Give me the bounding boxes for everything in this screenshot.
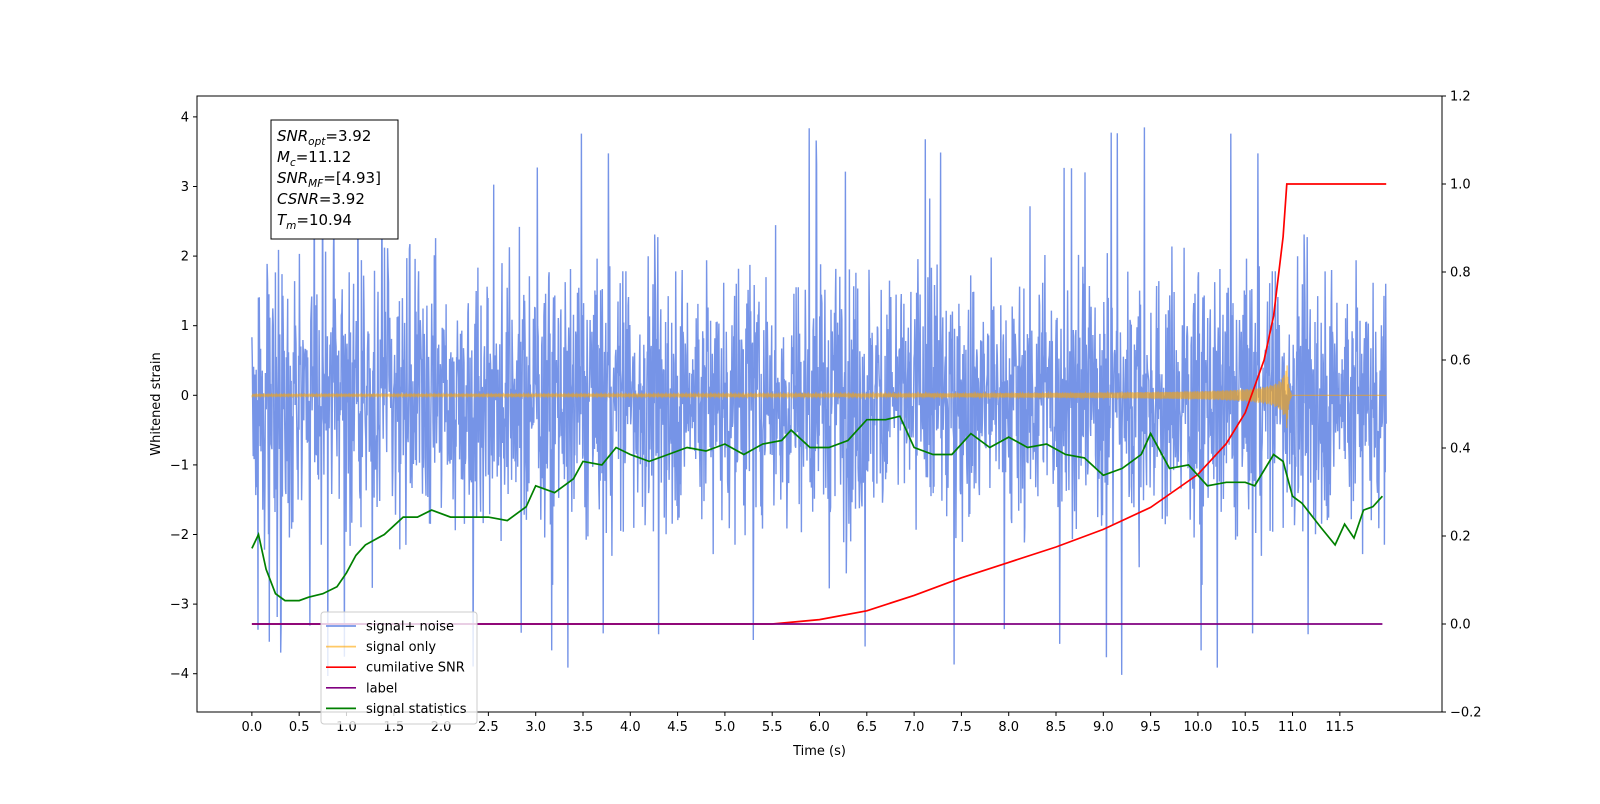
annotation-line: SNRMF=[4.93] xyxy=(277,169,381,190)
y-tick-label: 1 xyxy=(181,319,189,334)
x-tick-label: 7.5 xyxy=(951,720,972,735)
y-tick-label: −2 xyxy=(170,528,189,543)
x-axis: 0.0 0.5 1.0 1.5 2.0 2.5 3.0 3.5 4.0 4.5 5.0 5.5 6.0 6… xyxy=(242,712,1354,735)
x-tick-label: 7.0 xyxy=(904,720,925,735)
x-tick-label: 10.0 xyxy=(1183,720,1212,735)
legend-label: label xyxy=(366,681,397,696)
legend-label: cumilative SNR xyxy=(366,661,465,676)
y-tick-label: 3 xyxy=(181,180,189,195)
annotation-line: Mc=11.12 xyxy=(277,148,351,169)
y2-tick-label: 0.2 xyxy=(1450,530,1471,545)
legend-label: signal only xyxy=(366,640,436,655)
annotation-box: SNRopt=3.92Mc=11.12SNRMF=[4.93]CSNR=3.92… xyxy=(270,119,399,240)
y-tick-label: −1 xyxy=(170,458,189,473)
y-tick-label: −4 xyxy=(170,667,189,682)
annotation-line: CSNR=3.92 xyxy=(277,190,365,208)
series-signal-noise xyxy=(251,127,1387,677)
x-tick-label: 3.5 xyxy=(573,720,594,735)
y2-tick-label: 0.0 xyxy=(1450,618,1471,633)
x-tick-label: 8.0 xyxy=(998,720,1019,735)
series-signal-only xyxy=(251,365,1387,429)
y2-tick-label: 0.4 xyxy=(1450,442,1471,457)
y2-tick-label: −0.2 xyxy=(1450,706,1482,721)
x-tick-label: 0.0 xyxy=(242,720,263,735)
x-tick-label: 4.5 xyxy=(667,720,688,735)
legend-label: signal+ noise xyxy=(366,620,454,635)
series-signal-statistics xyxy=(251,415,1384,602)
x-tick-label: 2.5 xyxy=(478,720,499,735)
x-tick-label: 11.5 xyxy=(1325,720,1354,735)
y2-tick-label: 1.0 xyxy=(1450,178,1471,193)
x-tick-label: 8.5 xyxy=(1046,720,1067,735)
x-tick-label: 0.5 xyxy=(289,720,310,735)
y-axis-label: Whitened strain xyxy=(149,352,164,455)
x-tick-label: 5.5 xyxy=(762,720,783,735)
y-tick-label: −3 xyxy=(170,598,189,613)
x-tick-label: 5.0 xyxy=(715,720,736,735)
annotation-line: SNRopt=3.92 xyxy=(277,127,371,148)
x-tick-label: 6.5 xyxy=(856,720,877,735)
x-tick-label: 11.0 xyxy=(1278,720,1307,735)
y2-tick-label: 0.6 xyxy=(1450,354,1471,369)
x-axis-label: Time (s) xyxy=(792,744,846,759)
y-axis: −4 −3 −2 −1 0 1 2 3 4 xyxy=(170,110,197,682)
y-tick-label: 0 xyxy=(181,389,189,404)
y2-tick-label: 0.8 xyxy=(1450,266,1471,281)
y2-axis: −0.2 0.0 0.2 0.4 0.6 0.8 1.0 1.2 xyxy=(1442,90,1482,721)
x-tick-label: 10.5 xyxy=(1231,720,1260,735)
legend-frame xyxy=(320,611,478,725)
y-tick-label: 4 xyxy=(181,110,189,125)
x-tick-label: 9.5 xyxy=(1140,720,1161,735)
annotation-frame xyxy=(270,119,399,240)
y2-tick-label: 1.2 xyxy=(1450,90,1471,105)
x-tick-label: 6.0 xyxy=(809,720,830,735)
annotation-line: Tm=10.94 xyxy=(277,211,352,232)
y-tick-label: 2 xyxy=(181,250,189,265)
series-cumulative-snr xyxy=(251,183,1387,625)
x-tick-label: 9.0 xyxy=(1093,720,1114,735)
x-tick-label: 4.0 xyxy=(620,720,641,735)
legend: signal+ noise signal only cumilative SNR la… xyxy=(320,611,478,725)
legend-label: signal statistics xyxy=(366,702,467,717)
x-tick-label: 3.0 xyxy=(525,720,546,735)
